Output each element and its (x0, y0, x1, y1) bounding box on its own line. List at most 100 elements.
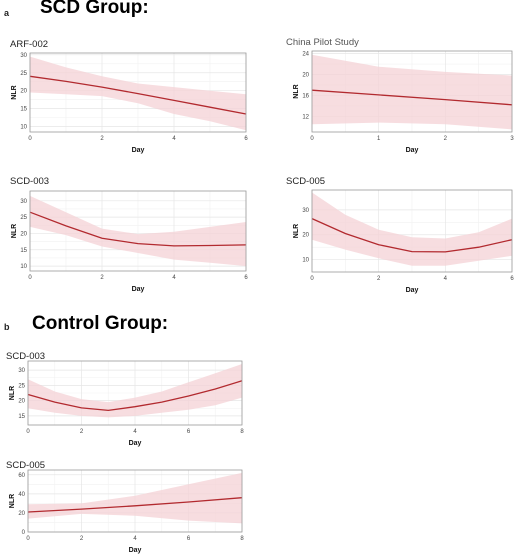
y-tick-label: 15 (20, 107, 27, 113)
chart-title: SCD-003 (6, 351, 46, 362)
y-tick-label: 30 (18, 368, 25, 374)
x-tick-label: 6 (510, 276, 514, 282)
x-tick-label: 2 (377, 276, 381, 282)
series-line (311, 218, 513, 253)
y-axis-label: NLR (11, 224, 18, 238)
y-tick-label: 20 (20, 89, 27, 95)
x-tick-label: 0 (26, 429, 30, 435)
chart-svg: 0 2 4 6 8 0 20 40 60 Day NLR (9, 469, 244, 554)
chart-title: SCD-005 (286, 176, 326, 187)
y-tick-label: 20 (302, 233, 309, 239)
series-line (311, 89, 513, 106)
chart-title: SCD-005 (6, 460, 46, 471)
chart-scd-005: 0 2 4 6 10 20 30 Day NLR SCD-005 (286, 176, 516, 296)
y-tick-label: 40 (18, 492, 25, 498)
x-tick-label: 0 (26, 536, 30, 542)
control-group-title: Control Group: (32, 313, 169, 334)
plot-border (311, 189, 513, 273)
y-tick-label: 25 (18, 383, 25, 389)
x-tick-label: 0 (310, 136, 314, 142)
y-tick-label: 25 (20, 215, 27, 221)
x-tick-label: 4 (172, 136, 176, 142)
y-axis-label: NLR (293, 224, 300, 238)
y-tick-label: 15 (18, 414, 25, 420)
chart-title: China Pilot Study (286, 37, 359, 48)
y-axis-label: NLR (9, 494, 16, 508)
y-tick-label: 20 (18, 399, 25, 405)
x-axis-label: Day (406, 147, 419, 154)
y-tick-label: 10 (20, 264, 27, 270)
chart-title: ARF-002 (10, 39, 49, 50)
series-line (29, 75, 247, 115)
x-tick-label: 2 (444, 136, 448, 142)
x-tick-label: 0 (28, 136, 32, 142)
series-line (27, 497, 243, 513)
chart-svg: 0 2 4 6 10 15 20 25 30 Day NLR (11, 52, 248, 154)
chart-control-scd-003: 0 2 4 6 8 15 20 25 30 Day NLR SCD-003 (6, 351, 244, 449)
chart-svg: 0 2 4 6 10 15 20 25 30 Day NLR (11, 190, 248, 293)
y-tick-label: 60 (18, 473, 25, 479)
y-tick-label: 15 (20, 248, 27, 254)
chart-china-pilot-study: 0 1 2 3 12 16 20 24 Day NLR China Pilot Study (286, 37, 516, 157)
x-tick-label: 2 (100, 275, 104, 281)
plot-border (27, 469, 243, 533)
x-tick-label: 0 (28, 275, 32, 281)
plot-border (311, 50, 513, 133)
chart-control-scd-005: 0 2 4 6 8 0 20 40 60 Day NLR SCD-005 (6, 460, 244, 556)
confidence-band (312, 192, 512, 266)
y-tick-label: 20 (20, 231, 27, 237)
x-tick-label: 0 (310, 276, 314, 282)
y-tick-label: 20 (18, 511, 25, 517)
x-tick-label: 8 (240, 536, 244, 542)
y-tick-label: 20 (302, 73, 309, 79)
x-tick-label: 2 (100, 136, 104, 142)
series-line (27, 380, 243, 412)
y-tick-label: 30 (20, 199, 27, 205)
x-tick-label: 4 (133, 429, 137, 435)
confidence-band (312, 54, 512, 130)
x-tick-label: 6 (244, 136, 248, 142)
x-axis-label: Day (132, 147, 145, 154)
y-axis-label: NLR (11, 85, 18, 99)
chart-svg: 0 2 4 6 8 15 20 25 30 Day NLR (9, 360, 244, 447)
y-tick-label: 30 (302, 208, 309, 214)
x-tick-label: 6 (187, 429, 191, 435)
panel-letter-b: b (4, 322, 10, 332)
series-line (29, 211, 247, 247)
x-axis-label: Day (406, 287, 419, 294)
y-tick-label: 25 (20, 71, 27, 77)
x-axis-label: Day (129, 440, 142, 447)
confidence-band (28, 472, 242, 524)
chart-arf-002: 0 2 4 6 10 15 20 25 30 Day NLR ARF-002 (10, 39, 248, 157)
y-axis-label: NLR (293, 84, 300, 98)
y-tick-label: 30 (20, 53, 27, 59)
x-tick-label: 4 (444, 276, 448, 282)
y-tick-label: 12 (302, 114, 309, 120)
x-tick-label: 2 (80, 429, 84, 435)
x-axis-label: Day (132, 286, 145, 293)
y-tick-label: 24 (302, 52, 309, 58)
x-tick-label: 6 (244, 275, 248, 281)
confidence-band (30, 195, 246, 267)
scd-group-title: SCD Group: (40, 0, 149, 18)
chart-scd-003: 0 2 4 6 10 15 20 25 30 Day NLR SCD-003 (10, 176, 248, 294)
y-tick-label: 10 (302, 258, 309, 264)
confidence-band (28, 364, 242, 418)
chart-svg: 0 2 4 6 10 20 30 Day NLR (293, 189, 514, 294)
panel-letter-a: a (4, 8, 10, 18)
x-tick-label: 1 (377, 136, 381, 142)
y-tick-label: 10 (20, 125, 27, 131)
y-tick-label: 16 (302, 93, 309, 99)
y-tick-label: 0 (22, 530, 26, 536)
chart-title: SCD-003 (10, 176, 50, 187)
x-tick-label: 6 (187, 536, 191, 542)
plot-border (29, 190, 247, 272)
x-tick-label: 3 (510, 136, 514, 142)
x-tick-label: 4 (133, 536, 137, 542)
x-axis-label: Day (129, 547, 142, 554)
x-tick-label: 4 (172, 275, 176, 281)
x-tick-label: 8 (240, 429, 244, 435)
plot-border (29, 52, 247, 133)
x-tick-label: 2 (80, 536, 84, 542)
